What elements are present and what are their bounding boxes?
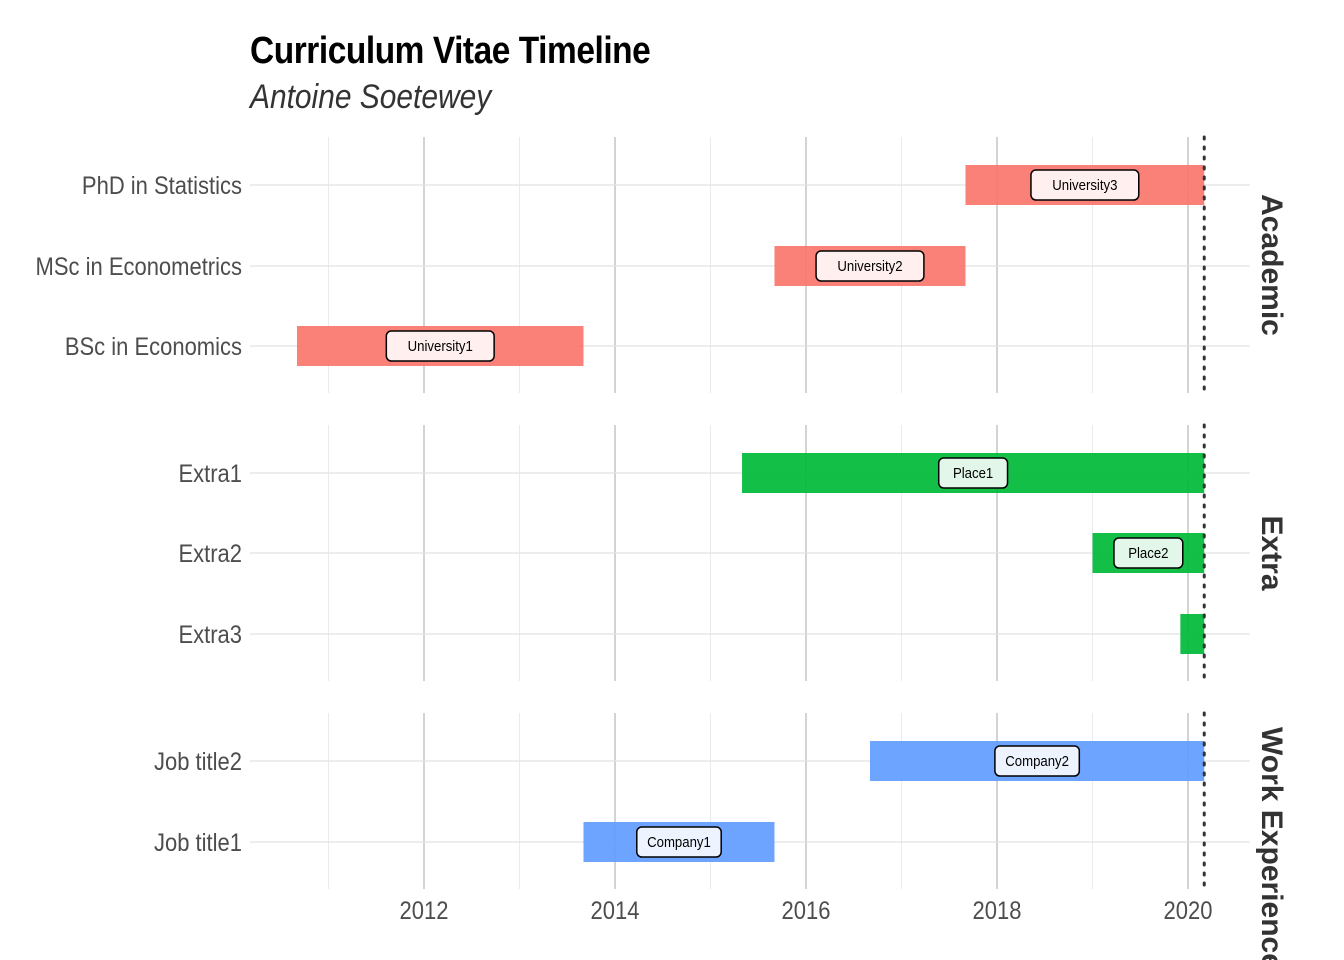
x-tick-label: 2018 xyxy=(973,897,1022,925)
y-axis-label: Extra2 xyxy=(178,540,242,568)
y-axis-label: BSc in Economics xyxy=(65,333,242,361)
place-label-box xyxy=(1113,537,1184,569)
place-label-box xyxy=(1030,169,1140,201)
place-label: University3 xyxy=(1052,176,1117,193)
place-label: Place1 xyxy=(953,464,993,481)
y-axis-label: Extra1 xyxy=(178,460,242,488)
place-label-box xyxy=(937,457,1009,489)
place-label-box xyxy=(636,826,722,858)
place-label: University2 xyxy=(837,257,902,274)
place-label-box xyxy=(994,745,1081,777)
place-label: Place2 xyxy=(1128,544,1168,561)
place-label: University1 xyxy=(408,337,473,354)
x-tick-label: 2020 xyxy=(1164,897,1213,925)
timeline-bar xyxy=(1180,614,1205,654)
facet-label: Extra xyxy=(1255,515,1288,590)
place-label-box xyxy=(385,330,495,362)
place-label: Company2 xyxy=(1005,752,1069,769)
x-tick-label: 2012 xyxy=(400,897,449,925)
chart-title: Curriculum Vitae Timeline xyxy=(250,30,651,72)
x-tick-label: 2014 xyxy=(591,897,640,925)
facet-label: Academic xyxy=(1255,194,1288,336)
place-label-box xyxy=(815,250,925,282)
y-axis-label: Job title1 xyxy=(154,829,242,857)
y-axis-label: Job title2 xyxy=(154,748,242,776)
place-label: Company1 xyxy=(647,833,711,850)
x-tick-label: 2016 xyxy=(782,897,831,925)
facet-label: Work Experience xyxy=(1255,727,1288,960)
chart-subtitle: Antoine Soetewey xyxy=(250,78,492,116)
y-axis-label: MSc in Econometrics xyxy=(36,253,242,281)
y-axis-label: Extra3 xyxy=(178,621,242,649)
y-axis-label: PhD in Statistics xyxy=(82,172,242,200)
